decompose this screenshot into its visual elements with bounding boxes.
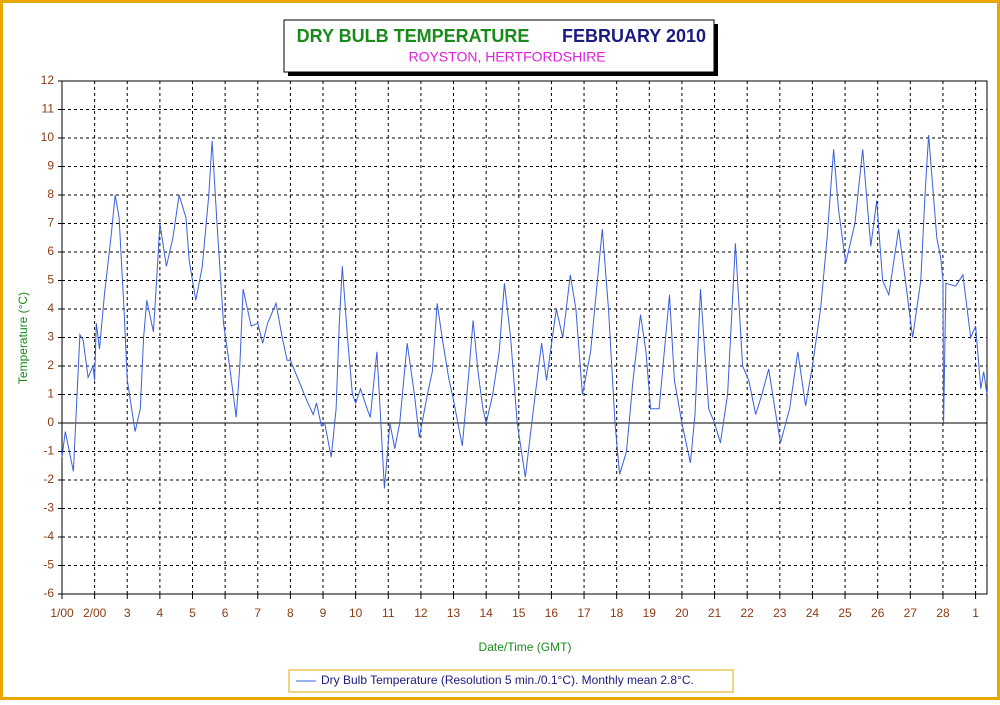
x-tick-label: 3	[124, 606, 131, 620]
x-tick-label: 9	[320, 606, 327, 620]
legend-box	[288, 669, 734, 693]
y-tick-label: 10	[41, 130, 55, 144]
y-tick-label: -1	[43, 444, 54, 458]
x-tick-label: 19	[643, 606, 657, 620]
x-tick-label: 28	[936, 606, 950, 620]
x-tick-label: 12	[414, 606, 428, 620]
x-tick-label: 16	[545, 606, 559, 620]
y-tick-label: 3	[47, 330, 54, 344]
x-tick-label: 8	[287, 606, 294, 620]
x-tick-label: 24	[806, 606, 820, 620]
y-tick-label: 6	[47, 244, 54, 258]
x-tick-label: 7	[254, 606, 261, 620]
chart-title-period: FEBRUARY 2010	[562, 26, 706, 46]
y-tick-label: 2	[47, 358, 54, 372]
x-tick-label: 14	[479, 606, 493, 620]
legend-label: Dry Bulb Temperature (Resolution 5 min./…	[321, 673, 694, 687]
y-tick-label: -3	[43, 501, 54, 515]
x-tick-label: 17	[577, 606, 591, 620]
x-tick-label: 10	[349, 606, 363, 620]
x-tick-label: 5	[189, 606, 196, 620]
y-tick-label: 5	[47, 273, 54, 287]
y-tick-label: -2	[43, 472, 54, 486]
x-tick-label: 20	[675, 606, 689, 620]
y-tick-label: 0	[47, 415, 54, 429]
x-tick-label: 6	[222, 606, 229, 620]
x-tick-label: 25	[838, 606, 852, 620]
x-tick-label: 15	[512, 606, 526, 620]
y-axis-label: Temperature (°C)	[16, 292, 30, 384]
x-tick-label: 23	[773, 606, 787, 620]
chart-title: DRY BULB TEMPERATURE	[297, 26, 530, 46]
x-axis-label: Date/Time (GMT)	[479, 640, 572, 654]
x-tick-label: 1	[972, 606, 979, 620]
x-tick-label: 22	[741, 606, 755, 620]
y-tick-label: 1	[47, 387, 54, 401]
y-tick-label: 11	[42, 102, 55, 116]
chart-subtitle: ROYSTON, HERTFORDSHIRE	[408, 49, 605, 65]
x-tick-label: 18	[610, 606, 624, 620]
y-tick-label: 12	[41, 73, 55, 87]
x-tick-label: 27	[904, 606, 918, 620]
y-tick-label: -6	[43, 586, 54, 600]
x-tick-label: 26	[871, 606, 885, 620]
y-tick-label: 4	[47, 301, 54, 315]
x-tick-label: 13	[447, 606, 461, 620]
x-tick-label: 1/00	[50, 606, 74, 620]
y-tick-label: 9	[47, 159, 54, 173]
y-tick-label: -4	[43, 529, 54, 543]
y-tick-label: 7	[47, 216, 54, 230]
x-tick-label: 11	[382, 606, 395, 620]
y-tick-label: -5	[43, 558, 54, 572]
y-tick-label: 8	[47, 187, 54, 201]
x-tick-label: 4	[157, 606, 164, 620]
title-box	[283, 19, 715, 73]
temperature-line	[61, 135, 988, 489]
x-tick-label: 21	[708, 606, 722, 620]
x-tick-label: 2/00	[83, 606, 107, 620]
